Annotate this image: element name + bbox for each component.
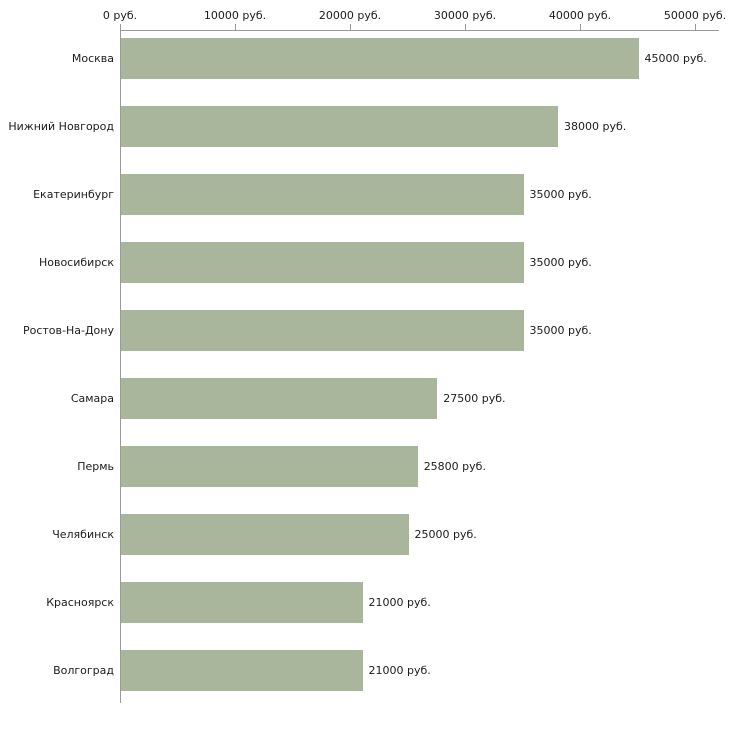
bar: [121, 242, 524, 283]
bar: [121, 106, 558, 147]
value-label: 21000 руб.: [368, 663, 431, 677]
category-label: Новосибирск: [38, 255, 114, 269]
x-tick-label: 10000 руб.: [203, 9, 267, 22]
value-label: 21000 руб.: [368, 595, 431, 609]
x-tick-mark: [120, 24, 121, 30]
plot-area: [120, 30, 719, 703]
bar: [121, 514, 409, 555]
x-tick-mark: [695, 24, 696, 30]
value-label: 35000 руб.: [529, 323, 592, 337]
bar: [121, 174, 524, 215]
category-label: Москва: [71, 51, 114, 65]
bar: [121, 310, 524, 351]
value-label: 25000 руб.: [414, 527, 477, 541]
category-label: Пермь: [77, 459, 114, 473]
x-tick-mark: [580, 24, 581, 30]
category-label: Волгоград: [53, 663, 114, 677]
x-tick-mark: [465, 24, 466, 30]
bar: [121, 378, 438, 419]
category-label: Самара: [70, 391, 114, 405]
x-tick-label: 40000 руб.: [548, 9, 612, 22]
x-tick-mark: [350, 24, 351, 30]
category-label: Красноярск: [46, 595, 114, 609]
x-tick-label: 30000 руб.: [433, 9, 497, 22]
x-tick-mark: [235, 24, 236, 30]
value-label: 27500 руб.: [443, 391, 506, 405]
category-label: Нижний Новгород: [8, 119, 114, 133]
category-label: Екатеринбург: [33, 187, 114, 201]
x-tick-label: 50000 руб.: [663, 9, 727, 22]
category-label: Ростов-На-Дону: [22, 323, 114, 337]
value-label: 35000 руб.: [529, 187, 592, 201]
bar: [121, 650, 363, 691]
category-label: Челябинск: [52, 527, 114, 541]
bar: [121, 38, 639, 79]
value-label: 35000 руб.: [529, 255, 592, 269]
bar: [121, 446, 418, 487]
bar: [121, 582, 363, 623]
x-tick-label: 20000 руб.: [318, 9, 382, 22]
value-label: 38000 руб.: [564, 119, 627, 133]
value-label: 25800 руб.: [423, 459, 486, 473]
x-tick-label: 0 руб.: [102, 9, 138, 22]
value-label: 45000 руб.: [644, 51, 707, 65]
